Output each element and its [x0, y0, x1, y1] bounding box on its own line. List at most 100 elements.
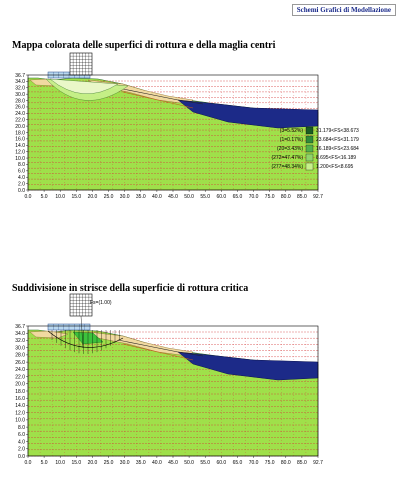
- y-tick-label: 24.0: [15, 111, 25, 117]
- y-tick-label: 16.0: [15, 396, 25, 402]
- y-tick-label: 14.0: [15, 403, 25, 409]
- x-tick-label: 80.0: [281, 194, 291, 200]
- x-tick-label: 20.0: [88, 460, 98, 466]
- x-tick-label: 92.7: [313, 460, 323, 466]
- x-tick-label: 40.0: [152, 194, 162, 200]
- layer-boundary-orange: [122, 343, 194, 361]
- x-tick-label: 50.0: [184, 460, 194, 466]
- centre-mesh: [69, 293, 93, 317]
- x-tick-label: 70.0: [249, 460, 259, 466]
- y-tick-label: 4.0: [18, 175, 25, 181]
- layer-boundary: [117, 87, 204, 105]
- y-tick-label: 12.0: [15, 149, 25, 155]
- y-tick-label: 22.0: [15, 374, 25, 380]
- y-tick-label: 24.0: [15, 367, 25, 373]
- x-tick-label: 15.0: [71, 460, 81, 466]
- legend-percent-label: (272=47.47%): [271, 155, 303, 161]
- legend-percent-label: (1=0.17%): [280, 137, 304, 143]
- x-tick-label: 85.0: [297, 194, 307, 200]
- y-tick-label: 2.0: [18, 447, 25, 453]
- centre-mesh: [69, 52, 93, 76]
- x-tick-label: 92.7: [313, 194, 323, 200]
- y-tick-label: 22.0: [15, 118, 25, 124]
- legend-swatch: [305, 153, 314, 162]
- y-tick-label: 36.7: [15, 324, 25, 330]
- y-tick-label: 16.0: [15, 137, 25, 143]
- y-tick-label: 20.0: [15, 124, 25, 130]
- legend-percent-label: (277=48.34%): [271, 164, 303, 170]
- x-tick-label: 5.0: [41, 460, 48, 466]
- legend-swatch: [305, 144, 314, 153]
- y-tick-label: 18.0: [15, 389, 25, 395]
- x-tick-label: 0.0: [25, 194, 32, 200]
- x-tick-label: 0.0: [25, 460, 32, 466]
- y-tick-label: 36.7: [15, 73, 25, 79]
- y-tick-label: 2.0: [18, 181, 25, 187]
- x-tick-label: 35.0: [136, 460, 146, 466]
- x-tick-label: 85.0: [297, 460, 307, 466]
- legend-range-label: 23.684<FS<31.179: [316, 137, 359, 143]
- legend-range-label: 16.189<FS<23.684: [316, 146, 359, 152]
- x-tick-label: 60.0: [216, 194, 226, 200]
- layer-boundary: [117, 339, 204, 357]
- x-tick-label: 10.0: [55, 460, 65, 466]
- x-tick-label: 55.0: [200, 460, 210, 466]
- clay-layer-left: [29, 330, 69, 339]
- y-tick-label: 0.0: [18, 188, 25, 194]
- y-tick-label: 34.0: [15, 331, 25, 337]
- y-tick-label: 0.0: [18, 454, 25, 460]
- y-tick-label: 4.0: [18, 439, 25, 445]
- x-tick-label: 10.0: [55, 194, 65, 200]
- x-tick-label: 65.0: [233, 460, 243, 466]
- y-tick-label: 20.0: [15, 382, 25, 388]
- x-tick-label: 55.0: [200, 194, 210, 200]
- x-tick-label: 35.0: [136, 194, 146, 200]
- legend-swatch: [305, 126, 314, 135]
- y-tick-label: 26.0: [15, 360, 25, 366]
- x-tick-label: 65.0: [233, 194, 243, 200]
- y-tick-label: 10.0: [15, 418, 25, 424]
- slip-surface-zone-lowest: [49, 78, 119, 95]
- x-tick-label: 30.0: [120, 460, 130, 466]
- y-tick-label: 32.0: [15, 86, 25, 92]
- y-tick-label: 34.0: [15, 79, 25, 85]
- y-tick-label: 10.0: [15, 156, 25, 162]
- x-tick-label: 40.0: [152, 460, 162, 466]
- x-tick-label: 5.0: [41, 194, 48, 200]
- y-tick-label: 18.0: [15, 130, 25, 136]
- y-tick-label: 8.0: [18, 425, 25, 431]
- x-tick-label: 50.0: [184, 194, 194, 200]
- legend-swatch: [305, 162, 314, 171]
- legend-percent-label: (20=3.43%): [277, 146, 303, 152]
- x-tick-label: 75.0: [265, 460, 275, 466]
- legend-range-label: 8.695<FS<16.189: [316, 155, 356, 161]
- x-tick-label: 80.0: [281, 460, 291, 466]
- y-tick-label: 6.0: [18, 169, 25, 175]
- y-tick-label: 6.0: [18, 432, 25, 438]
- legend-swatch: [305, 135, 314, 144]
- x-tick-label: 20.0: [88, 194, 98, 200]
- y-tick-label: 30.0: [15, 345, 25, 351]
- y-tick-label: 12.0: [15, 410, 25, 416]
- y-tick-label: 8.0: [18, 162, 25, 168]
- safety-factor-label: Fs=(1.00): [90, 300, 112, 306]
- x-tick-label: 70.0: [249, 194, 259, 200]
- x-tick-label: 45.0: [168, 460, 178, 466]
- y-tick-label: 26.0: [15, 105, 25, 111]
- y-tick-label: 32.0: [15, 338, 25, 344]
- legend-range-label: 31.179<FS<38.673: [316, 128, 359, 134]
- y-tick-label: 14.0: [15, 143, 25, 149]
- section-header-tag: Schemi Grafici di Modellazione: [291, 4, 396, 16]
- legend-percent-label: (3=5.52%): [280, 128, 304, 134]
- y-tick-label: 30.0: [15, 92, 25, 98]
- section-title-surface-map: Mappa colorata delle superfici di rottur…: [12, 40, 276, 51]
- layer-boundary-orange: [122, 91, 194, 109]
- x-tick-label: 60.0: [216, 460, 226, 466]
- x-tick-label: 25.0: [104, 194, 114, 200]
- y-tick-label: 28.0: [15, 353, 25, 359]
- x-tick-label: 15.0: [71, 194, 81, 200]
- radius-line: [80, 315, 84, 349]
- y-tick-label: 28.0: [15, 98, 25, 104]
- x-tick-label: 75.0: [265, 194, 275, 200]
